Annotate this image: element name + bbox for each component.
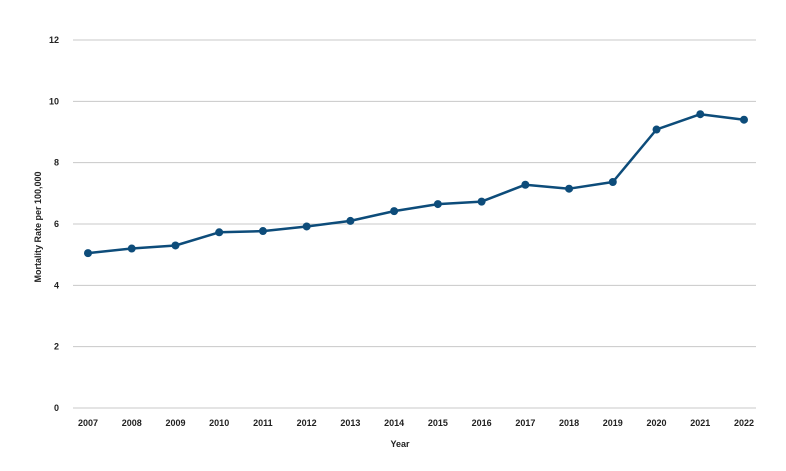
x-tick-label: 2017: [515, 418, 535, 428]
data-point-2007: [84, 249, 92, 258]
y-axis-title: Mortality Rate per 100,000: [33, 171, 43, 282]
y-tick-label: 4: [54, 280, 59, 290]
y-axis-ticks: 0 2 4 6 8 10 12: [49, 35, 59, 413]
x-tick-label: 2016: [472, 418, 492, 428]
data-point-2021: [696, 110, 705, 119]
data-point-2010: [215, 228, 224, 237]
x-tick-label: 2018: [559, 418, 579, 428]
gridlines: [73, 39, 756, 409]
x-tick-label: 2021: [690, 418, 710, 428]
y-tick-label: 0: [54, 403, 59, 413]
x-tick-label: 2008: [122, 418, 142, 428]
x-tick-label: 2010: [209, 418, 229, 428]
data-point-2020: [652, 125, 661, 134]
data-point-2008: [127, 244, 136, 253]
y-tick-label: 10: [49, 96, 59, 106]
x-tick-label: 2019: [603, 418, 623, 428]
y-tick-label: 12: [49, 35, 59, 45]
x-tick-label: 2013: [340, 418, 360, 428]
x-tick-label: 2022: [734, 418, 754, 428]
data-point-2022: [740, 115, 748, 124]
data-point-2019: [608, 177, 617, 186]
x-tick-label: 2014: [384, 418, 404, 428]
x-tick-label: 2020: [647, 418, 667, 428]
x-tick-label: 2007: [78, 418, 98, 428]
series-line-0: [86, 112, 746, 255]
data-point-2011: [258, 227, 267, 236]
y-tick-label: 8: [54, 158, 59, 168]
data-point-2016: [477, 197, 486, 206]
x-tick-label: 2012: [297, 418, 317, 428]
x-tick-label: 2009: [165, 418, 185, 428]
x-axis-title: Year: [390, 439, 410, 449]
x-axis-ticks: 2007 2008 2009 2010 2011 2012 2013 2014 2015 2016…: [78, 418, 754, 428]
data-point-2013: [346, 216, 355, 225]
data-point-2009: [171, 241, 180, 250]
y-tick-label: 2: [54, 342, 59, 352]
y-tick-label: 6: [54, 219, 59, 229]
series-layer: [84, 110, 748, 258]
data-point-2017: [521, 180, 530, 189]
x-tick-label: 2011: [253, 418, 273, 428]
data-point-2012: [302, 222, 311, 231]
x-tick-label: 2015: [428, 418, 448, 428]
data-point-2014: [390, 207, 399, 216]
data-point-2018: [565, 184, 574, 193]
data-point-2015: [433, 200, 442, 209]
